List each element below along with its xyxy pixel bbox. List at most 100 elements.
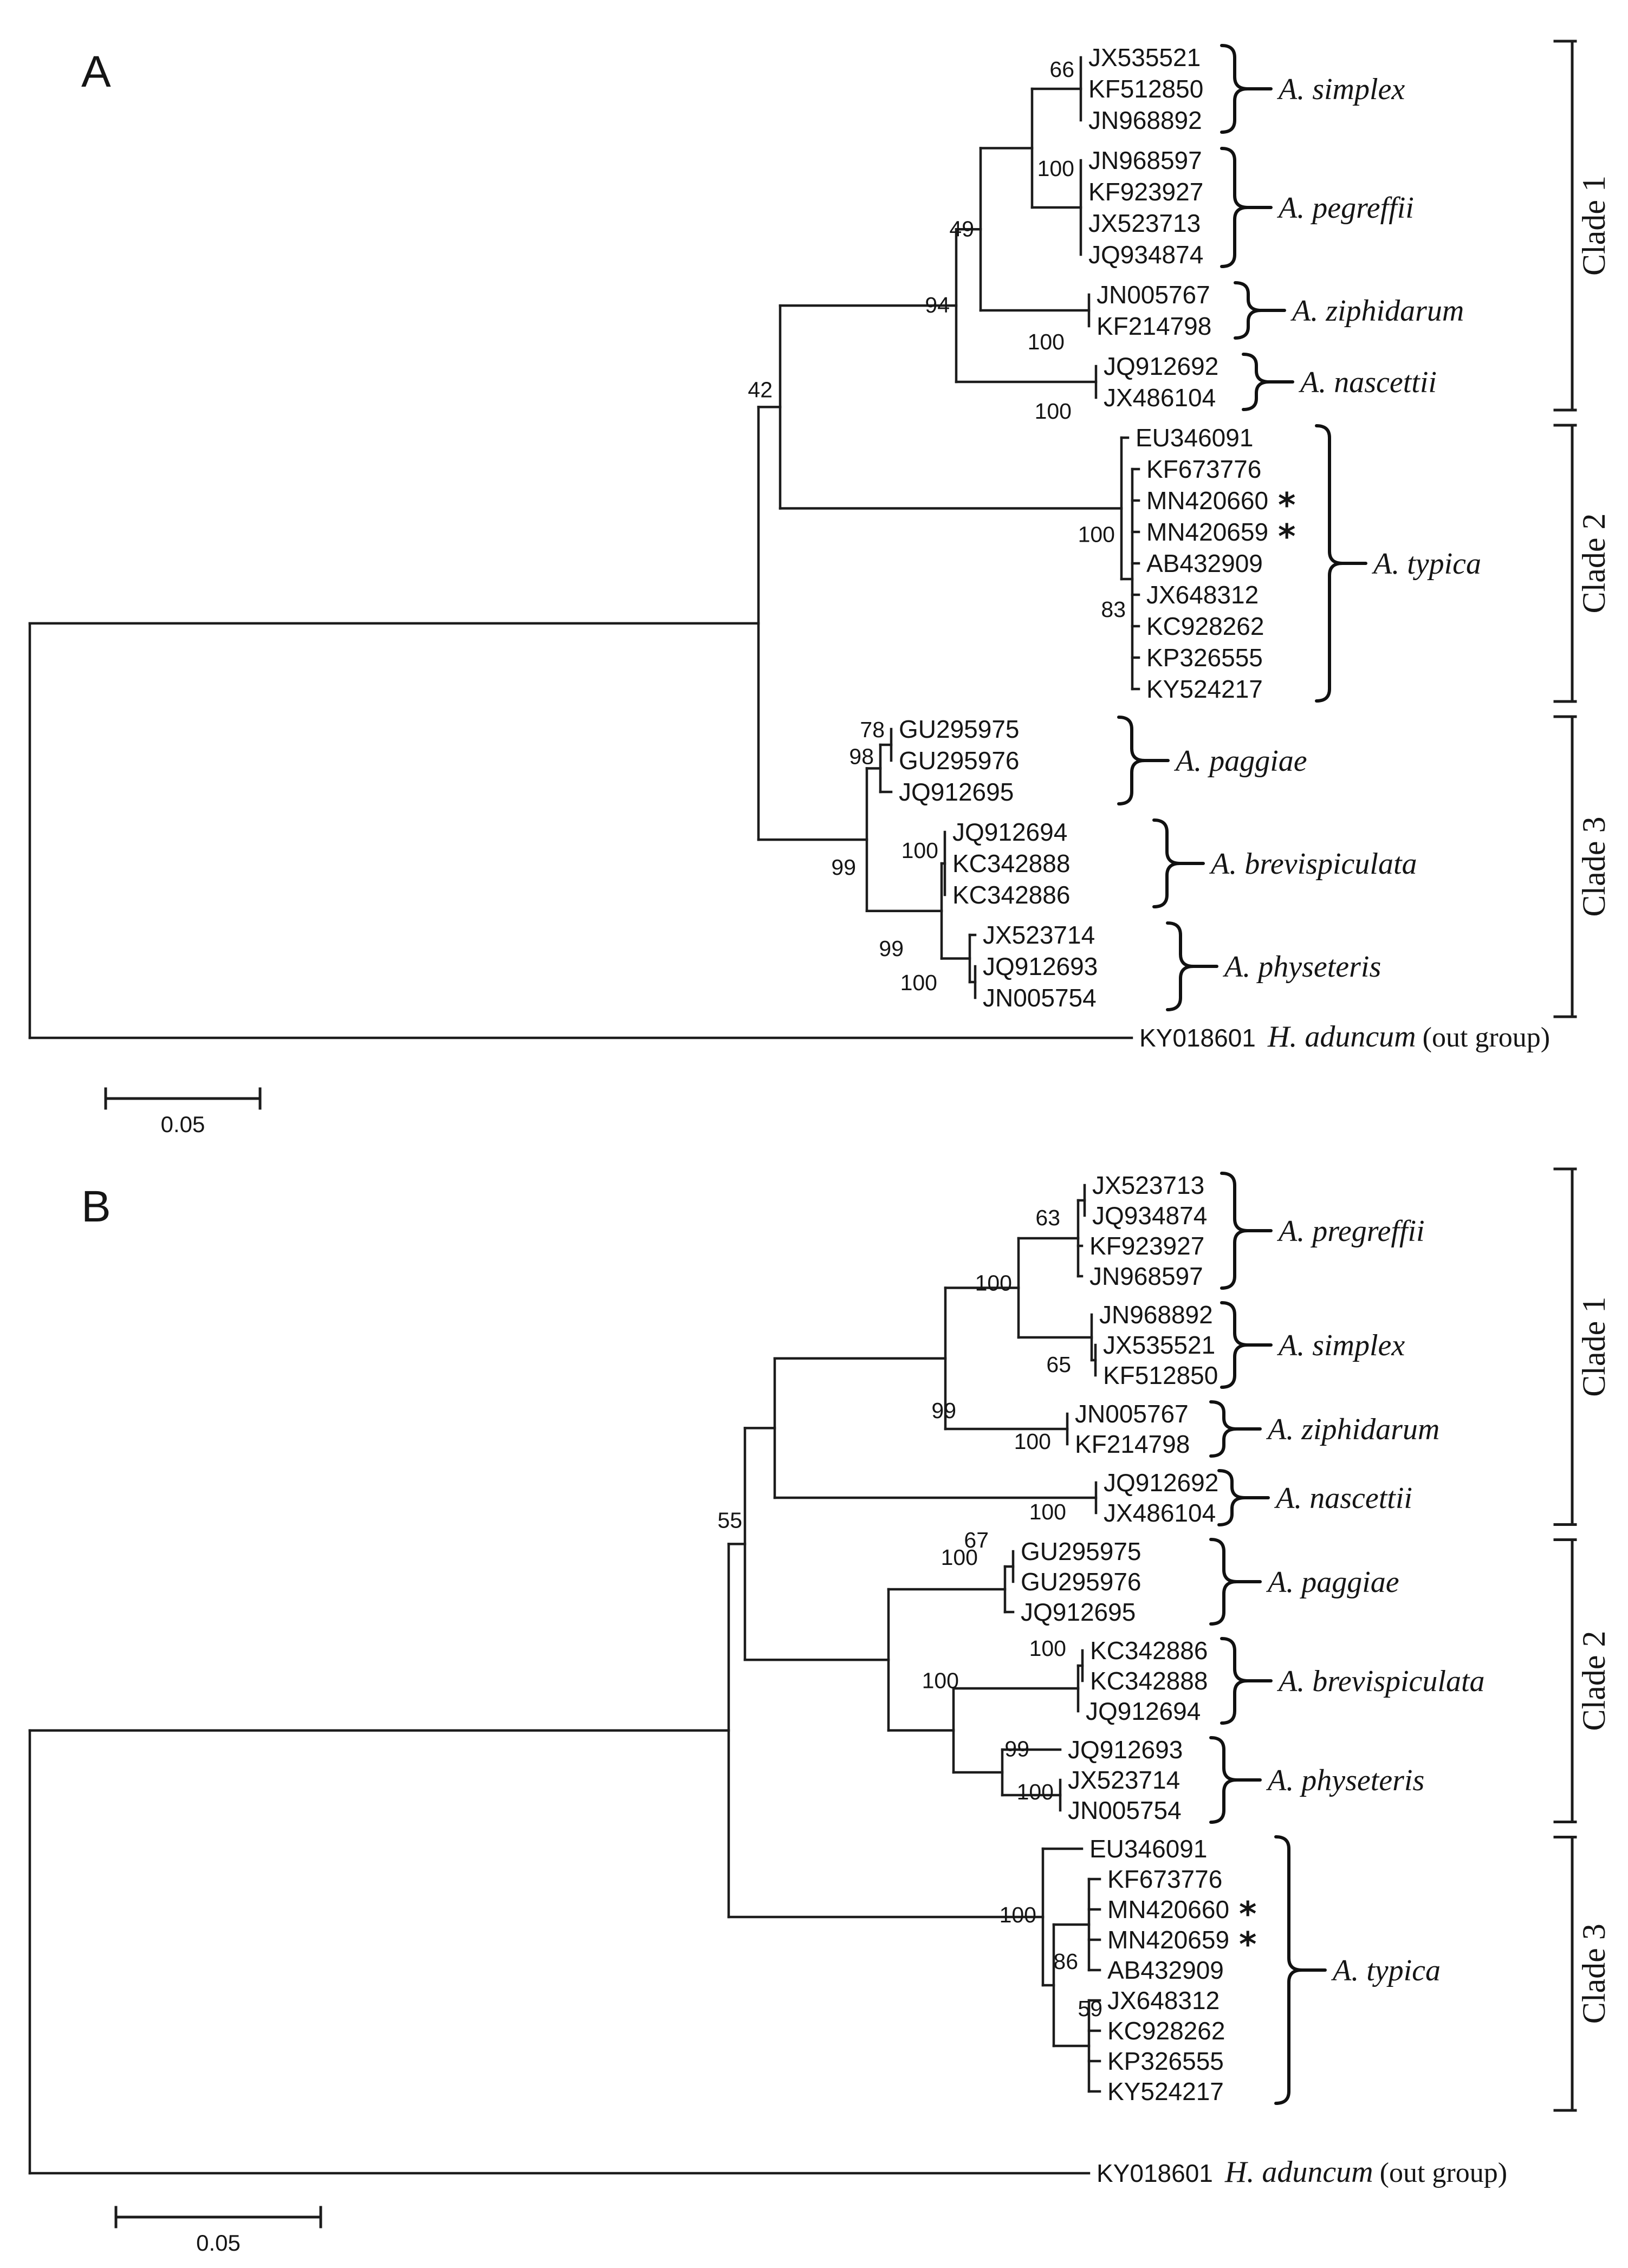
tip-label: JQ912692 xyxy=(1104,352,1218,380)
bootstrap-value: 59 xyxy=(1078,1996,1102,2021)
species-brace xyxy=(1274,1835,1302,2105)
species-name: A. nascettii xyxy=(1274,1481,1412,1515)
species-brace xyxy=(1242,353,1270,411)
panel-label: A xyxy=(81,47,111,96)
species-brace xyxy=(1209,1736,1237,1824)
tip-label: GU295976 xyxy=(1021,1568,1141,1596)
tip-label: KF923927 xyxy=(1088,178,1203,206)
clade-label: Clade 1 xyxy=(1576,1297,1612,1397)
bootstrap-value: 67 xyxy=(964,1528,989,1552)
tip-label: JQ912695 xyxy=(1021,1598,1136,1626)
species-brace xyxy=(1315,424,1343,703)
species-brace xyxy=(1209,1538,1237,1626)
bootstrap-value: 49 xyxy=(949,216,974,241)
scale-bar-value: 0.05 xyxy=(161,1112,205,1137)
species-brace xyxy=(1220,1637,1248,1725)
tip-label: JX486104 xyxy=(1104,384,1216,412)
tip-label: JN005767 xyxy=(1097,281,1210,309)
tip-label: JX523713 xyxy=(1088,209,1201,237)
bootstrap-value: 100 xyxy=(900,970,937,995)
new-sequence-star: * xyxy=(1278,517,1295,556)
species-name: A. simplex xyxy=(1276,1329,1405,1362)
new-sequence-star: * xyxy=(1239,1894,1256,1934)
tip-label: JX535521 xyxy=(1103,1331,1215,1359)
tip-label: GU295976 xyxy=(899,746,1020,775)
species-name: A. ziphidarum xyxy=(1290,294,1464,328)
species-name: A. simplex xyxy=(1276,73,1405,106)
tip-label: JX523714 xyxy=(1068,1766,1180,1794)
species-name: A. pregreffii xyxy=(1276,1214,1425,1248)
tree-branches xyxy=(28,56,1140,1039)
bootstrap-value: 42 xyxy=(748,377,773,402)
tip-label: GU295975 xyxy=(1021,1537,1141,1565)
tip-label: JX648312 xyxy=(1146,581,1259,609)
tip-label: JN968597 xyxy=(1088,146,1202,174)
species-brace xyxy=(1152,818,1181,908)
species-name: A. brevispiculata xyxy=(1276,1665,1485,1698)
tip-label: JN968892 xyxy=(1088,106,1202,134)
species-brace xyxy=(1209,1400,1237,1458)
tip-label: JQ912693 xyxy=(983,952,1098,980)
tip-label: JX486104 xyxy=(1104,1499,1216,1527)
panel-label: B xyxy=(81,1182,111,1231)
tip-label: KF512850 xyxy=(1088,75,1203,103)
bootstrap-value: 78 xyxy=(860,717,885,742)
bootstrap-value: 100 xyxy=(1029,1499,1066,1524)
clade-label: Clade 1 xyxy=(1576,176,1612,276)
bootstrap-value: 94 xyxy=(925,293,950,317)
new-sequence-star: * xyxy=(1239,1925,1256,1964)
scale-bar: 0.05 xyxy=(104,1087,262,1137)
species-name: A. ziphidarum xyxy=(1266,1413,1439,1446)
tip-label: EU346091 xyxy=(1089,1835,1207,1863)
tip-label: AB432909 xyxy=(1107,1956,1224,1984)
bootstrap-value: 100 xyxy=(1000,1902,1036,1927)
tip-label: JQ912692 xyxy=(1104,1468,1218,1497)
tip-label: JQ912693 xyxy=(1068,1736,1183,1764)
scale-bar: 0.05 xyxy=(114,2206,322,2256)
tip-label: JQ912695 xyxy=(899,778,1014,806)
species-name: A. paggiae xyxy=(1173,744,1307,778)
species-brace xyxy=(1217,1469,1246,1526)
bootstrap-value: 99 xyxy=(931,1398,956,1423)
bootstrap-value: 100 xyxy=(1028,329,1065,354)
species-name: A. pegreffii xyxy=(1276,191,1414,225)
bootstrap-value: 65 xyxy=(1046,1352,1071,1377)
clade-label: Clade 2 xyxy=(1576,514,1612,614)
clade-brackets: Clade 1 Clade 2 Clade 3 xyxy=(1553,40,1612,1018)
bootstrap-value: 99 xyxy=(831,855,856,880)
clade-brackets: Clade 1 Clade 2 Clade 3 xyxy=(1553,1167,1612,2112)
tip-label: GU295975 xyxy=(899,715,1020,743)
tip-label: KF214798 xyxy=(1097,312,1211,340)
new-sequence-star: * xyxy=(1278,485,1295,525)
scale-bar-value: 0.05 xyxy=(196,2230,241,2256)
bootstrap-value: 100 xyxy=(1017,1779,1054,1804)
tip-label: JN005754 xyxy=(983,984,1097,1012)
clade-label: Clade 3 xyxy=(1576,1923,1612,2024)
species-name: A. brevispiculata xyxy=(1209,847,1417,881)
bootstrap-value: 100 xyxy=(1035,399,1072,424)
tip-label: JN968892 xyxy=(1099,1301,1213,1329)
bootstrap-value: 66 xyxy=(1049,57,1074,82)
tip-label: EU346091 xyxy=(1136,424,1253,452)
bootstrap-value: 63 xyxy=(1035,1205,1060,1230)
species-name: A. physeteris xyxy=(1266,1764,1424,1797)
outgroup-label: KY018601 H. aduncum (out group) xyxy=(1097,2155,1507,2189)
tip-label: KF512850 xyxy=(1103,1361,1218,1389)
tip-label: JQ934874 xyxy=(1092,1201,1207,1230)
species-brace xyxy=(1220,1301,1248,1389)
tip-label: JQ912694 xyxy=(1086,1697,1201,1725)
bootstrap-value: 100 xyxy=(941,1545,978,1570)
bootstrap-value: 99 xyxy=(1004,1737,1029,1762)
tip-label: KY524217 xyxy=(1146,675,1263,703)
tip-label: JX523714 xyxy=(983,921,1095,949)
bootstrap-value: 100 xyxy=(1078,522,1115,547)
tip-label: JQ912694 xyxy=(952,818,1067,846)
tip-label: KC928262 xyxy=(1107,2017,1225,2045)
tip-label: JX523713 xyxy=(1092,1171,1204,1199)
bootstrap-value: 86 xyxy=(1053,1949,1078,1974)
tip-label: KC342888 xyxy=(952,849,1070,878)
tip-label: KC342886 xyxy=(952,881,1070,909)
tip-label: AB432909 xyxy=(1146,549,1263,577)
